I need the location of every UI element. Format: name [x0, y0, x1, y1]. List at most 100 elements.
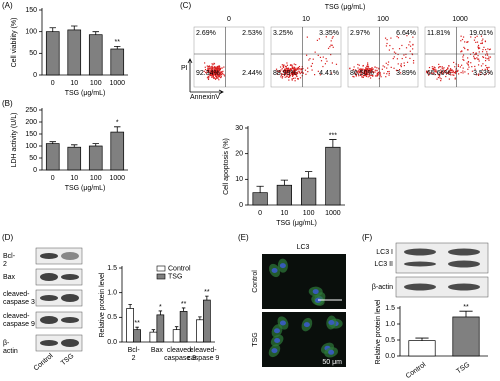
- flow-dot: [362, 72, 364, 74]
- flow-dot: [211, 69, 213, 72]
- panel-label: (C): [180, 1, 191, 10]
- flow-dot: [432, 72, 434, 75]
- flow-dot: [478, 46, 480, 49]
- flow-dot: [378, 68, 380, 70]
- panel-label: (E): [238, 233, 249, 242]
- error-bar: [304, 171, 313, 179]
- flow-dot: [358, 68, 360, 71]
- flow-dot: [411, 53, 414, 56]
- flow-dot: [215, 69, 217, 71]
- nucleus: [328, 349, 335, 355]
- flow-dot: [222, 70, 224, 72]
- quadrant-value: 2.69%: [196, 30, 216, 37]
- flow-dot: [372, 74, 374, 77]
- flow-dot: [287, 68, 290, 70]
- flow-dot: [438, 75, 441, 77]
- flow-dot: [209, 74, 212, 76]
- flow-dot: [482, 38, 484, 40]
- flow-dot: [449, 73, 451, 75]
- flow-dot: [435, 69, 437, 71]
- flow-dot: [312, 58, 314, 60]
- flow-dot: [291, 78, 293, 80]
- flow-dot: [388, 74, 390, 76]
- blot-strip: [35, 247, 83, 265]
- flow-dot: [439, 74, 441, 76]
- x-tick-label: 1000: [109, 80, 125, 87]
- flow-dot: [223, 75, 226, 77]
- flow-dot: [399, 72, 402, 74]
- flow-dot: [369, 77, 372, 79]
- image-row-label: Control: [252, 270, 259, 293]
- x-tick-label: 0: [51, 175, 55, 182]
- quadrant-value: 92.34%: [196, 70, 220, 77]
- flow-dot: [208, 76, 210, 78]
- flow-dot: [356, 71, 358, 73]
- flow-dot: [488, 70, 490, 72]
- flow-dot: [219, 67, 221, 69]
- error-bar: [114, 126, 121, 133]
- flow-dot: [464, 47, 466, 50]
- flow-dot: [210, 66, 212, 68]
- flow-dot: [440, 69, 442, 71]
- flow-dot: [398, 48, 401, 50]
- flow-dot: [466, 62, 468, 64]
- flow-dot: [471, 70, 474, 72]
- flow-dot: [276, 73, 279, 75]
- flow-dot: [217, 74, 219, 76]
- flow-dot: [460, 35, 462, 37]
- flow-dot: [207, 70, 209, 73]
- flow-dot: [331, 37, 333, 39]
- quadrant-value: 3.25%: [273, 30, 293, 37]
- flow-dot: [301, 68, 303, 71]
- y-tick-label: 0.5: [385, 337, 395, 344]
- flow-dot: [285, 67, 287, 69]
- flow-dot: [213, 71, 215, 73]
- flow-dot: [216, 70, 218, 72]
- flow-dot: [298, 65, 301, 68]
- flow-dot: [282, 66, 285, 68]
- blot-strip: [35, 289, 83, 307]
- flow-dot: [293, 73, 295, 75]
- flow-dot: [488, 59, 490, 61]
- flow-dot: [477, 64, 480, 66]
- flow-dot: [386, 73, 388, 75]
- flow-dot: [207, 77, 210, 79]
- flow-dot: [212, 68, 214, 70]
- flow-dot: [384, 37, 387, 39]
- flow-dot: [467, 57, 469, 59]
- flow-dot: [221, 71, 223, 73]
- flow-dot: [445, 72, 448, 74]
- flow-dot: [488, 72, 490, 74]
- flow-axis-arrows: [187, 58, 224, 95]
- flow-dot: [220, 72, 222, 74]
- flow-dot: [324, 63, 326, 65]
- flow-dot: [475, 52, 477, 54]
- flow-dot: [296, 71, 298, 73]
- flow-dot: [220, 71, 222, 74]
- flow-dot: [460, 71, 462, 74]
- flow-dot: [467, 73, 469, 75]
- bar: [252, 192, 268, 206]
- flow-dot: [480, 65, 483, 67]
- flow-dot: [287, 70, 289, 72]
- flow-dot: [368, 72, 370, 74]
- flow-dot: [286, 69, 288, 71]
- x-axis-label: TSG (μg/mL): [276, 220, 317, 227]
- flow-dot: [291, 66, 294, 68]
- flow-dot: [283, 69, 285, 72]
- flow-dot: [219, 68, 221, 70]
- flow-dot: [393, 56, 395, 58]
- flow-dot: [368, 75, 371, 77]
- flow-dot: [360, 71, 362, 73]
- y-tick-label: 0: [33, 72, 37, 79]
- y-tick-label: 0: [33, 167, 37, 174]
- quadrant-gate: [425, 27, 495, 87]
- flow-dot: [365, 70, 368, 72]
- flow-dot: [322, 56, 324, 58]
- quadrant-value: 86.50%: [350, 70, 374, 77]
- nucleus: [303, 322, 310, 328]
- flow-dot: [385, 62, 387, 64]
- flow-dot: [304, 69, 307, 71]
- flow-dot: [218, 65, 220, 67]
- flow-dot: [308, 59, 310, 61]
